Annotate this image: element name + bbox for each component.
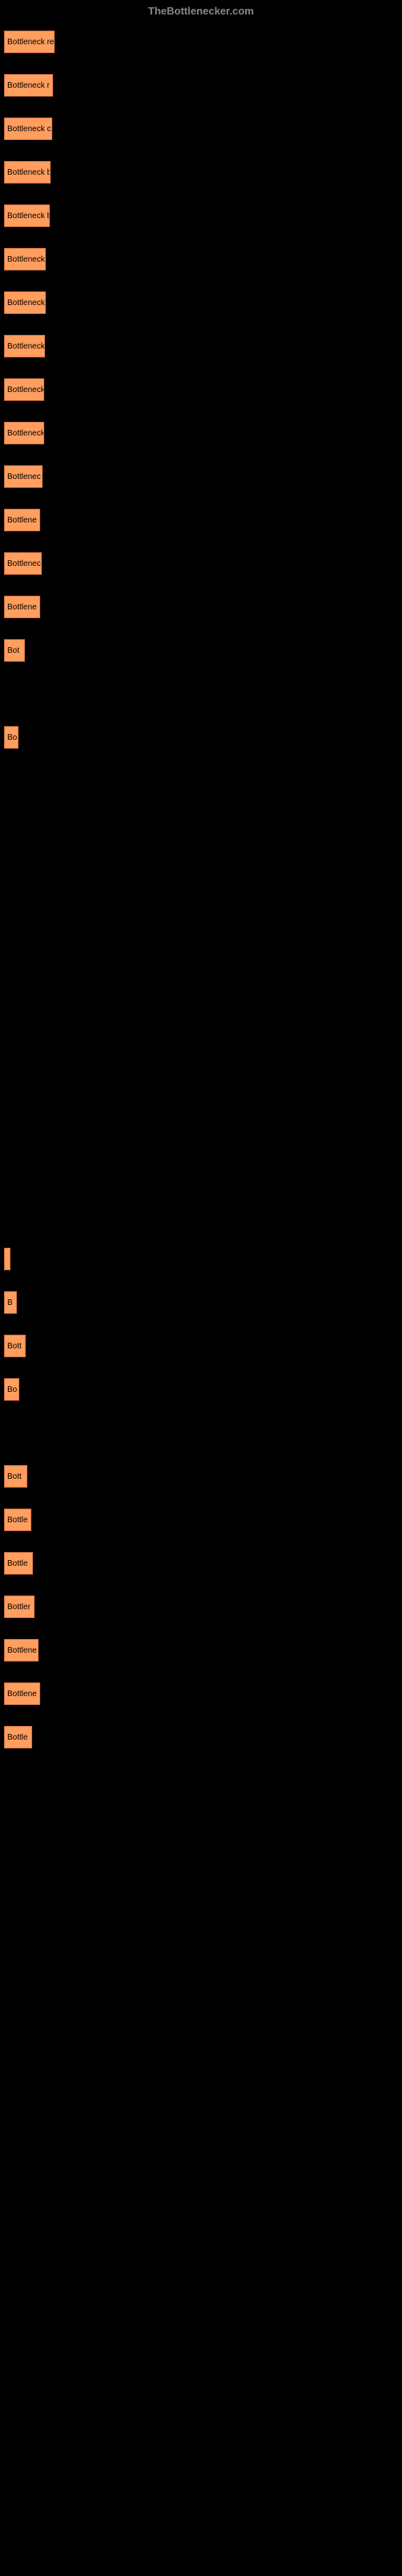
bar-label: Bottle [7, 1559, 28, 1568]
bar: Bo [4, 726, 18, 749]
bar-row: Bot [4, 639, 402, 662]
bar-label: Bottlene [7, 603, 37, 612]
bar-label: Bottlenec [7, 559, 41, 568]
bar-row: B [4, 1291, 402, 1314]
bar-label: Bottleneck b [7, 212, 50, 221]
bar-label: Bottleneck re [7, 38, 54, 47]
bar-row: Bottle [4, 1509, 402, 1531]
bar: Bottle [4, 1509, 31, 1531]
bar-row: Bo [4, 726, 402, 749]
bar: Bottleneck [4, 291, 46, 314]
bar-label: Bottlenec [7, 473, 41, 481]
bar-row: Bo [4, 1378, 402, 1401]
bar: Bottleneck r [4, 74, 53, 97]
bar-label: Bottleneck b [7, 168, 51, 177]
bar-row [4, 1204, 402, 1227]
bar: B [4, 1291, 17, 1314]
bar: Bottlene [4, 1682, 40, 1705]
bar [4, 1248, 10, 1270]
bar-label: Bo [7, 733, 17, 742]
bar: Bottleneck [4, 422, 44, 444]
bar-row: Bottleneck re [4, 31, 402, 53]
bar: Bottleneck [4, 248, 46, 270]
bar-row [4, 1161, 402, 1183]
bar-row [4, 1074, 402, 1096]
bar-label: Bottle [7, 1733, 28, 1742]
bar: Bottleneck re [4, 31, 55, 53]
bar-row [4, 683, 402, 705]
bar: Bottler [4, 1596, 35, 1618]
bar-label: Bottleneck [7, 429, 44, 438]
bar-row: Bottle [4, 1552, 402, 1575]
bar-row: Bottleneck c [4, 118, 402, 140]
bar-label: Bottlene [7, 1646, 37, 1655]
bar-label: Bot [7, 646, 19, 655]
bar-label: Bottlene [7, 516, 37, 525]
bar: Bottleneck b [4, 204, 50, 227]
bar-row [4, 943, 402, 966]
bar-label: Bottleneck [7, 299, 45, 308]
bar-label: Bottleneck c [7, 125, 51, 134]
bar-row [4, 900, 402, 923]
bar-row: Bottleneck [4, 335, 402, 357]
bar-row [4, 813, 402, 836]
bar-row: Bottlene [4, 1682, 402, 1705]
bar: Bottlenec [4, 465, 43, 488]
bar-row [4, 1030, 402, 1053]
bar-row: Bottlenec [4, 465, 402, 488]
bar-row: Bottler [4, 1596, 402, 1618]
bar: Bottleneck [4, 378, 44, 401]
bar-label: B [7, 1298, 13, 1307]
bar-row [4, 770, 402, 792]
bar-label: Bottler [7, 1603, 31, 1612]
bar-row: Bottleneck [4, 248, 402, 270]
bar-row [4, 1422, 402, 1444]
bar: Bottlene [4, 509, 40, 531]
bar-row [4, 857, 402, 879]
bar-label: Bottleneck [7, 386, 44, 394]
bar: Bottleneck b [4, 161, 51, 184]
bar-row: Bottleneck b [4, 161, 402, 184]
bar-label: Bott [7, 1342, 22, 1351]
bar-row: Bottleneck b [4, 204, 402, 227]
bar: Bottlene [4, 596, 40, 618]
bar-row: Bottlene [4, 596, 402, 618]
bar: Bottleneck [4, 335, 45, 357]
bar: Bottle [4, 1552, 33, 1575]
bar: Bott [4, 1465, 27, 1488]
bar-row: Bottleneck [4, 422, 402, 444]
bar-row: Bott [4, 1335, 402, 1357]
header: TheBottlenecker.com [0, 0, 402, 23]
bar: Bottleneck c [4, 118, 52, 140]
bar-row: Bottleneck [4, 378, 402, 401]
bar-label: Bottleneck r [7, 81, 50, 90]
bar-row: Bottleneck r [4, 74, 402, 97]
bar-row [4, 1248, 402, 1270]
bar-row [4, 987, 402, 1009]
bar: Bo [4, 1378, 19, 1401]
bar-label: Bottlene [7, 1690, 37, 1699]
bar-label: Bo [7, 1385, 17, 1394]
bar-label: Bottleneck [7, 342, 45, 351]
bar: Bottlenec [4, 552, 42, 575]
bar: Bottlene [4, 1639, 39, 1662]
bar-label: Bottle [7, 1516, 28, 1525]
bar-row: Bott [4, 1465, 402, 1488]
bar-row [4, 1117, 402, 1140]
bar: Bott [4, 1335, 26, 1357]
bar-row: Bottlenec [4, 552, 402, 575]
bar: Bottle [4, 1726, 32, 1748]
chart-container: Bottleneck re Bottleneck r Bottleneck c Bot… [0, 23, 402, 1748]
site-name: TheBottlenecker.com [148, 5, 254, 17]
bar-row: Bottlene [4, 509, 402, 531]
bar-label: Bott [7, 1472, 22, 1481]
bar-label: Bottleneck [7, 255, 45, 264]
bar-row: Bottlene [4, 1639, 402, 1662]
bar: Bot [4, 639, 25, 662]
bar-row: Bottle [4, 1726, 402, 1748]
bar-row: Bottleneck [4, 291, 402, 314]
